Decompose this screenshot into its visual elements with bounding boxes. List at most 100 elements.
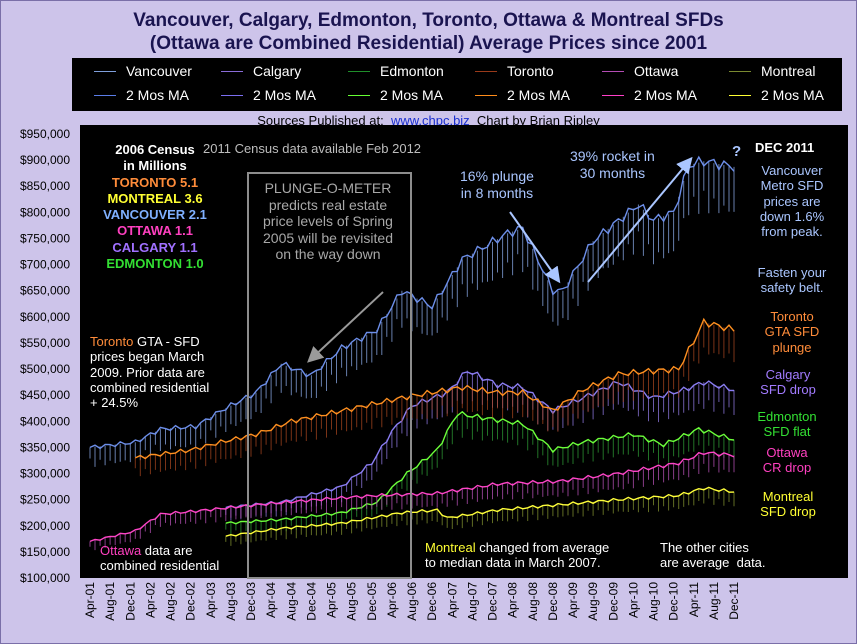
x-tick-label: Aug-03 <box>224 582 238 621</box>
x-tick-label: Dec-07 <box>486 582 500 621</box>
legend-label: Edmonton <box>380 63 444 79</box>
edmonton-right-note: Edmonton SFD flat <box>757 409 817 440</box>
series-ma-line-calgary <box>225 371 735 509</box>
legend-swatch <box>729 70 751 72</box>
legend-label: 2 Mos MA <box>507 87 571 103</box>
x-tick-label: Aug-08 <box>526 582 540 621</box>
series-bars-toronto <box>134 322 735 477</box>
legend-item: 2 Mos MA <box>348 87 443 103</box>
census-entry: VANCOUVER 2.1 <box>103 207 207 222</box>
series-ma-line-toronto <box>135 317 735 460</box>
census-entry: EDMONTON 1.0 <box>106 255 204 271</box>
y-tick-label: $900,000 <box>20 153 70 167</box>
x-tick-label: Apr-09 <box>566 582 580 618</box>
montreal-note-city: Montreal <box>425 540 476 555</box>
y-tick-label: $400,000 <box>20 414 70 428</box>
toronto-right-note: Toronto GTA SFD plunge <box>764 309 820 355</box>
x-tick-label: Dec-01 <box>123 582 137 621</box>
series-ma-line-ottawa <box>89 451 735 543</box>
y-tick-label: $550,000 <box>20 336 70 350</box>
sources-line: Sources Published at: www.chpc.biz Chart… <box>0 113 857 128</box>
x-tick-label: Aug-10 <box>647 582 661 621</box>
legend-label: 2 Mos MA <box>253 87 317 103</box>
legend-item: Edmonton <box>348 63 444 79</box>
legend-item: Ottawa <box>602 63 678 79</box>
y-tick-label: $600,000 <box>20 310 70 324</box>
x-tick-label: Dec-04 <box>304 582 318 621</box>
x-tick-label: Apr-01 <box>83 582 97 618</box>
montreal-bottom-note: Montreal changed from average to median … <box>425 540 609 571</box>
x-tick-label: Apr-04 <box>264 582 278 618</box>
x-tick-label: Apr-05 <box>325 582 339 618</box>
legend-item: Montreal <box>729 63 815 79</box>
sources-prefix: Sources Published at: <box>257 113 384 128</box>
plunge-16-note: 16% plunge in 8 months <box>460 168 534 201</box>
legend-label: 2 Mos MA <box>761 87 825 103</box>
legend-swatch <box>602 94 624 96</box>
series-bars-ottawa <box>89 452 735 551</box>
x-tick-label: Apr-02 <box>143 582 157 618</box>
toronto-note-city: Toronto <box>90 334 134 349</box>
x-tick-label: Dec-08 <box>546 582 560 621</box>
series-bars-edmonton <box>225 413 735 535</box>
legend-item: 2 Mos MA <box>475 87 570 103</box>
legend-item: 2 Mos MA <box>94 87 189 103</box>
series-bars-vancouver <box>89 161 735 467</box>
legend-label: Montreal <box>761 63 816 79</box>
toronto-left-note: Toronto GTA - SFD prices began March 200… <box>90 334 209 411</box>
legend-item: Vancouver <box>94 63 192 79</box>
legend-label: 2 Mos MA <box>126 87 190 103</box>
legend: Vancouver Calgary Edmonton Toronto Ottawa Mon… <box>72 58 842 111</box>
y-tick-label: $500,000 <box>20 362 70 376</box>
x-tick-label: Dec-09 <box>606 582 620 621</box>
y-tick-label: $650,000 <box>20 284 70 298</box>
y-tick-label: $750,000 <box>20 231 70 245</box>
legend-label: Calgary <box>253 63 302 79</box>
legend-label: Vancouver <box>126 63 192 79</box>
x-tick-label: Aug-02 <box>164 582 178 621</box>
legend-swatch <box>221 70 243 72</box>
x-tick-label: Apr-03 <box>204 582 218 618</box>
x-tick-label: Aug-11 <box>707 582 721 620</box>
legend-label: 2 Mos MA <box>634 87 698 103</box>
x-tick-label: Dec-05 <box>365 582 379 621</box>
montreal-right-note: Montreal SFD drop <box>760 489 816 520</box>
toronto-note-text: GTA - SFD prices began March 2009. Prior… <box>90 334 210 411</box>
sources-link[interactable]: www.chpc.biz <box>390 113 470 128</box>
census-title: 2006 Census in Millions <box>115 142 195 174</box>
rocket-39-note: 39% rocket in 30 months <box>570 148 655 181</box>
y-tick-label: $200,000 <box>20 519 70 533</box>
legend-label: Toronto <box>507 63 554 79</box>
y-tick-label: $300,000 <box>20 467 70 481</box>
sources-credit: Chart by Brian Ripley <box>476 113 600 128</box>
ottawa-left-note: Ottawa data are combined residential <box>100 543 219 574</box>
x-tick-label: Aug-07 <box>465 582 479 621</box>
census-entry: TORONTO 5.1 <box>111 174 199 190</box>
legend-swatch <box>729 94 751 96</box>
x-tick-label: Apr-08 <box>506 582 520 618</box>
census-2011-note: 2011 Census data available Feb 2012 <box>203 141 422 156</box>
chart-title-line2: (Ottawa are Combined Residential) Averag… <box>149 33 708 54</box>
ottawa-note-text: data are combined residential <box>100 543 220 574</box>
question-mark: ? <box>732 143 742 160</box>
census-entry: CALGARY 1.1 <box>112 239 198 255</box>
x-tick-label: Aug-04 <box>284 582 298 621</box>
legend-swatch <box>348 70 370 72</box>
x-tick-label: Apr-11 <box>687 582 701 617</box>
y-tick-label: $850,000 <box>20 179 70 193</box>
montreal-note-text: changed from average to median data in M… <box>425 540 610 571</box>
x-tick-label: Aug-09 <box>586 582 600 621</box>
plunge-16-arrow <box>509 211 561 284</box>
y-tick-label: $800,000 <box>20 205 70 219</box>
legend-swatch <box>94 70 116 72</box>
legend-item: 2 Mos MA <box>602 87 697 103</box>
x-tick-label: Aug-05 <box>345 582 359 621</box>
rocket-39-arrow <box>587 156 693 283</box>
plunge-o-meter-note: PLUNGE-O-METER predicts real estate pric… <box>263 180 393 263</box>
chart-title-line1: Vancouver, Calgary, Edmonton, Toronto, O… <box>133 10 724 31</box>
vancouver-note: Vancouver Metro SFD prices are down 1.6%… <box>759 163 825 240</box>
ottawa-note-city: Ottawa <box>100 543 142 558</box>
x-tick-label: Aug-01 <box>103 582 117 621</box>
y-tick-label: $150,000 <box>20 545 70 559</box>
